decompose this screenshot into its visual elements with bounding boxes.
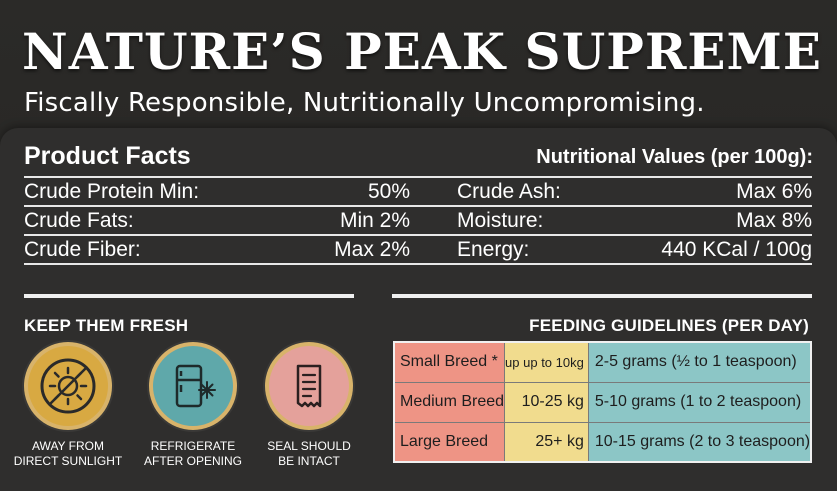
fresh-item-seal: SEAL SHOULD BE INTACT <box>244 346 374 469</box>
fresh-title: KEEP THEM FRESH <box>24 316 189 335</box>
fresh-label: AWAY FROM DIRECT SUNLIGHT <box>3 439 133 469</box>
fact-value: Max 2% <box>334 237 410 261</box>
facts-header: Product Facts Nutritional Values (per 10… <box>24 142 813 172</box>
fact-value: 50% <box>367 179 410 203</box>
weight-cell: up up to 10kg <box>504 341 589 383</box>
fact-label: Energy: <box>457 237 530 261</box>
table-row: Medium Breed 10-25 kg 5-10 grams (1 to 2… <box>393 381 812 423</box>
fresh-item-refrigerate: REFRIGERATE AFTER OPENING <box>128 346 258 469</box>
amount-cell: 10-15 grams (2 to 3 teaspoon) <box>587 421 812 463</box>
weight-cell: 25+ kg <box>504 421 589 463</box>
section-divider <box>392 294 812 298</box>
breed-cell: Small Breed * <box>393 341 506 383</box>
fact-label: Crude Ash: <box>457 179 561 203</box>
fresh-label: SEAL SHOULD BE INTACT <box>244 439 374 469</box>
fresh-label-line: DIRECT SUNLIGHT <box>13 454 123 468</box>
fact-value: 440 KCal / 100g <box>661 237 812 261</box>
sealed-bag-icon <box>269 346 349 426</box>
no-sun-icon <box>28 346 108 426</box>
brand-tagline: Fiscally Responsible, Nutritionally Unco… <box>24 88 705 118</box>
fact-value: Max 6% <box>736 179 812 203</box>
brand-title: NATURE’S PEAK SUPREME <box>22 22 822 81</box>
fresh-label-line: SEAL SHOULD <box>267 439 351 453</box>
weight-cell: 10-25 kg <box>504 381 589 423</box>
fact-label: Crude Protein Min: <box>24 179 200 203</box>
fresh-label-line: AWAY FROM <box>32 439 104 453</box>
fresh-label-line: REFRIGERATE <box>150 439 236 453</box>
breed-cell: Medium Breed <box>393 381 506 423</box>
table-row: Small Breed * up up to 10kg 2-5 grams (½… <box>393 341 812 383</box>
fresh-item-sunlight: AWAY FROM DIRECT SUNLIGHT <box>3 346 133 469</box>
fact-value: Min 2% <box>339 208 410 232</box>
feeding-title: FEEDING GUIDELINES (PER DAY) <box>529 316 809 335</box>
facts-row: Crude Fats: Min 2% Moisture: Max 8% <box>24 207 812 236</box>
fresh-label-line: BE INTACT <box>278 454 340 468</box>
fact-label: Moisture: <box>457 208 544 232</box>
feeding-table: Small Breed * up up to 10kg 2-5 grams (½… <box>393 341 813 463</box>
facts-title: Product Facts <box>24 142 191 170</box>
info-panel: Product Facts Nutritional Values (per 10… <box>0 128 837 491</box>
facts-row: Crude Fiber: Max 2% Energy: 440 KCal / 1… <box>24 236 812 265</box>
fact-label: Crude Fiber: <box>24 237 141 261</box>
fact-label: Crude Fats: <box>24 208 134 232</box>
section-divider <box>24 294 354 298</box>
table-row: Large Breed 25+ kg 10-15 grams (2 to 3 t… <box>393 421 812 463</box>
breed-cell: Large Breed <box>393 421 506 463</box>
amount-cell: 2-5 grams (½ to 1 teaspoon) <box>587 341 812 383</box>
fact-value: Max 8% <box>736 208 812 232</box>
fresh-label: REFRIGERATE AFTER OPENING <box>128 439 258 469</box>
facts-row: Crude Protein Min: 50% Crude Ash: Max 6% <box>24 178 812 207</box>
facts-table: Crude Protein Min: 50% Crude Ash: Max 6%… <box>24 176 812 265</box>
nutrition-title: Nutritional Values (per 100g): <box>536 146 813 168</box>
fridge-icon <box>153 346 233 426</box>
amount-cell: 5-10 grams (1 to 2 teaspoon) <box>587 381 812 423</box>
fresh-label-line: AFTER OPENING <box>143 454 242 468</box>
